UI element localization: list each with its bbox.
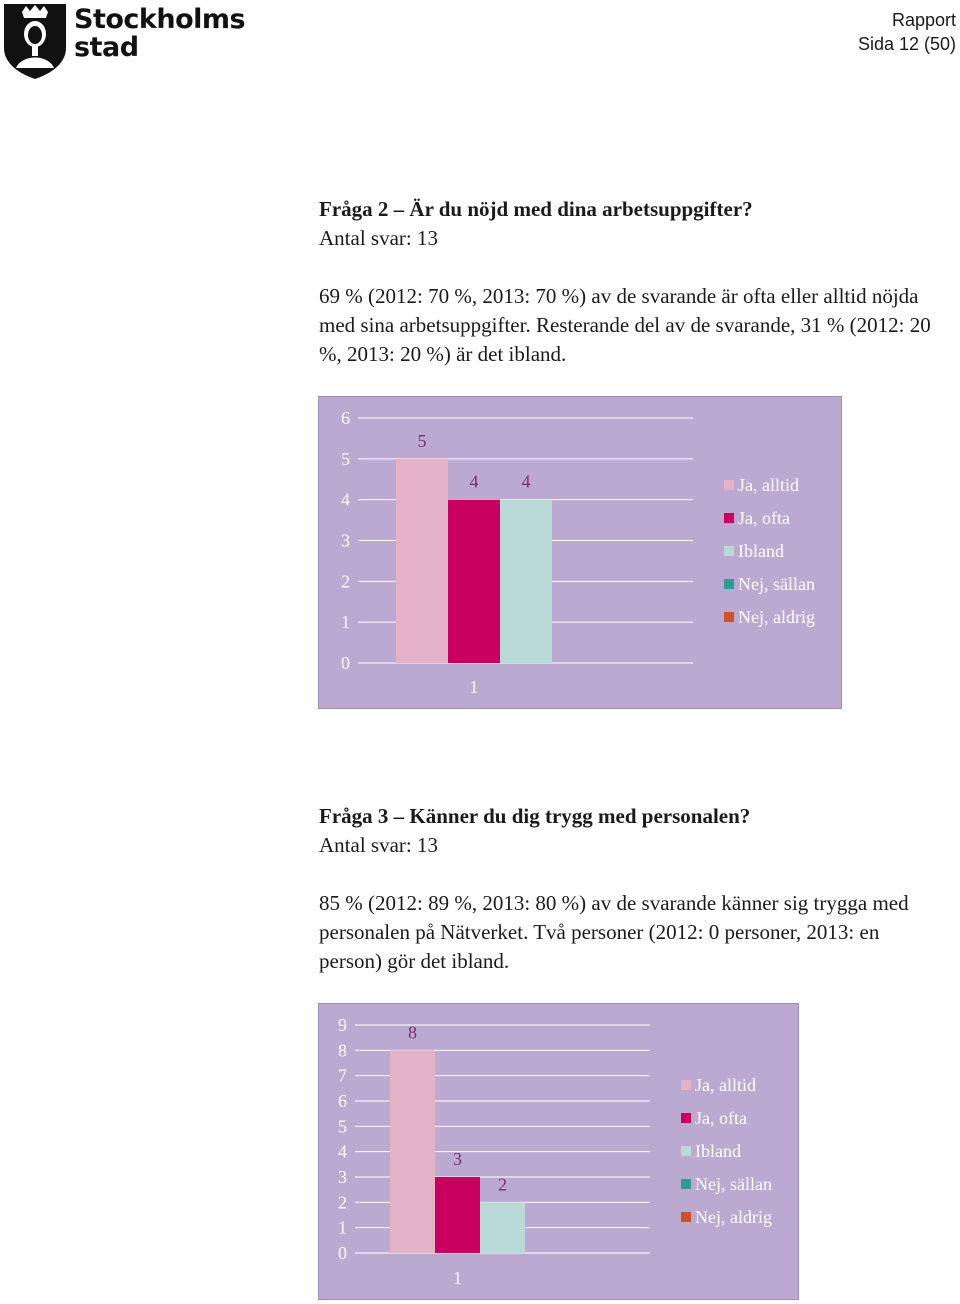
y-tick-label: 2 <box>341 571 350 591</box>
y-tick-label: 7 <box>338 1066 347 1086</box>
question-2-section: Fråga 2 – Är du nöjd med dina arbetsuppg… <box>319 195 949 369</box>
stockholms-stad-logo: Stockholms stad <box>2 2 246 80</box>
legend-item-label: Nej, aldrig <box>695 1207 772 1227</box>
stockholm-crest-icon <box>4 4 66 79</box>
y-tick-label: 1 <box>341 612 350 632</box>
question-title: Fråga 2 – Är du nöjd med dina arbetsuppg… <box>319 197 753 221</box>
page-number: Sida 12 (50) <box>857 34 956 54</box>
legend-swatch <box>724 546 734 556</box>
chart-question-3: 0 1 2 3 4 5 6 7 8 9 8 3 2 1 Ja, alltid Ja, ofta Ibland Ne… <box>318 1003 799 1300</box>
bar-ja-ofta <box>435 1177 480 1253</box>
legend-item-label: Ja, alltid <box>695 1075 756 1095</box>
legend-item-label: Ja, ofta <box>695 1108 747 1128</box>
bar-ja-alltid <box>390 1050 435 1253</box>
legend-swatch <box>681 1080 691 1090</box>
y-tick-label: 3 <box>341 531 350 551</box>
y-tick-label: 4 <box>341 490 350 510</box>
legend-item-label: Nej, aldrig <box>738 607 815 627</box>
y-tick-label: 4 <box>338 1142 347 1162</box>
chart-svg: 0 1 2 3 4 5 6 7 8 9 8 3 2 1 Ja, alltid Ja, ofta Ibland Ne… <box>318 1003 799 1300</box>
legend-item-label: Ja, ofta <box>738 508 790 528</box>
report-label: Rapport <box>891 10 956 30</box>
question-summary: 69 % (2012: 70 %, 2013: 70 %) av de svar… <box>319 284 931 366</box>
logo-line-1: Stockholms <box>74 4 246 35</box>
legend-swatch <box>681 1212 691 1222</box>
y-tick-label: 0 <box>341 653 350 673</box>
chart-question-2: 0 1 2 3 4 5 6 5 4 4 1 Ja, alltid Ja, ofta Ibland Nej, … <box>318 396 842 709</box>
y-tick-label: 6 <box>341 408 350 428</box>
y-tick-label: 1 <box>338 1218 347 1238</box>
legend-swatch <box>724 579 734 589</box>
data-label: 4 <box>470 472 479 492</box>
y-tick-label: 3 <box>338 1167 347 1187</box>
x-category-label: 1 <box>470 677 479 697</box>
question-title: Fråga 3 – Känner du dig trygg med person… <box>319 804 751 828</box>
legend-item-label: Ibland <box>695 1141 741 1161</box>
legend-item-label: Ibland <box>738 541 784 561</box>
legend-swatch <box>724 513 734 523</box>
data-label: 3 <box>453 1149 462 1169</box>
legend-swatch <box>681 1146 691 1156</box>
answer-count: Antal svar: 13 <box>319 226 438 250</box>
y-tick-label: 0 <box>338 1243 347 1263</box>
bar-ibland <box>500 499 552 663</box>
bar-ja-alltid <box>396 458 448 663</box>
data-label: 4 <box>522 472 531 492</box>
legend-item-label: Nej, sällan <box>695 1174 772 1194</box>
bar-ja-ofta <box>448 499 500 663</box>
x-category-label: 1 <box>453 1268 462 1288</box>
legend-swatch <box>681 1113 691 1123</box>
legend-swatch <box>681 1179 691 1189</box>
question-summary: 85 % (2012: 89 %, 2013: 80 %) av de svar… <box>319 891 909 973</box>
data-label: 8 <box>408 1022 417 1042</box>
bar-ibland <box>480 1202 525 1253</box>
y-tick-label: 6 <box>338 1091 347 1111</box>
data-label: 5 <box>418 431 427 451</box>
legend-swatch <box>724 480 734 490</box>
question-3-section: Fråga 3 – Känner du dig trygg med person… <box>319 802 949 976</box>
logo-line-2: stad <box>74 32 139 63</box>
y-tick-label: 2 <box>338 1192 347 1212</box>
y-tick-label: 5 <box>341 449 350 469</box>
page-header: Rapport Sida 12 (50) <box>858 8 956 56</box>
data-label: 2 <box>498 1174 507 1194</box>
y-tick-label: 9 <box>338 1015 347 1035</box>
legend-swatch <box>724 612 734 622</box>
legend-item-label: Nej, sällan <box>738 574 815 594</box>
chart-svg: 0 1 2 3 4 5 6 5 4 4 1 Ja, alltid Ja, ofta Ibland Nej, … <box>318 396 842 709</box>
logo-wordmark: Stockholms stad <box>74 4 246 63</box>
y-tick-label: 8 <box>338 1040 347 1060</box>
answer-count: Antal svar: 13 <box>319 833 438 857</box>
y-tick-label: 5 <box>338 1116 347 1136</box>
legend-item-label: Ja, alltid <box>738 475 799 495</box>
